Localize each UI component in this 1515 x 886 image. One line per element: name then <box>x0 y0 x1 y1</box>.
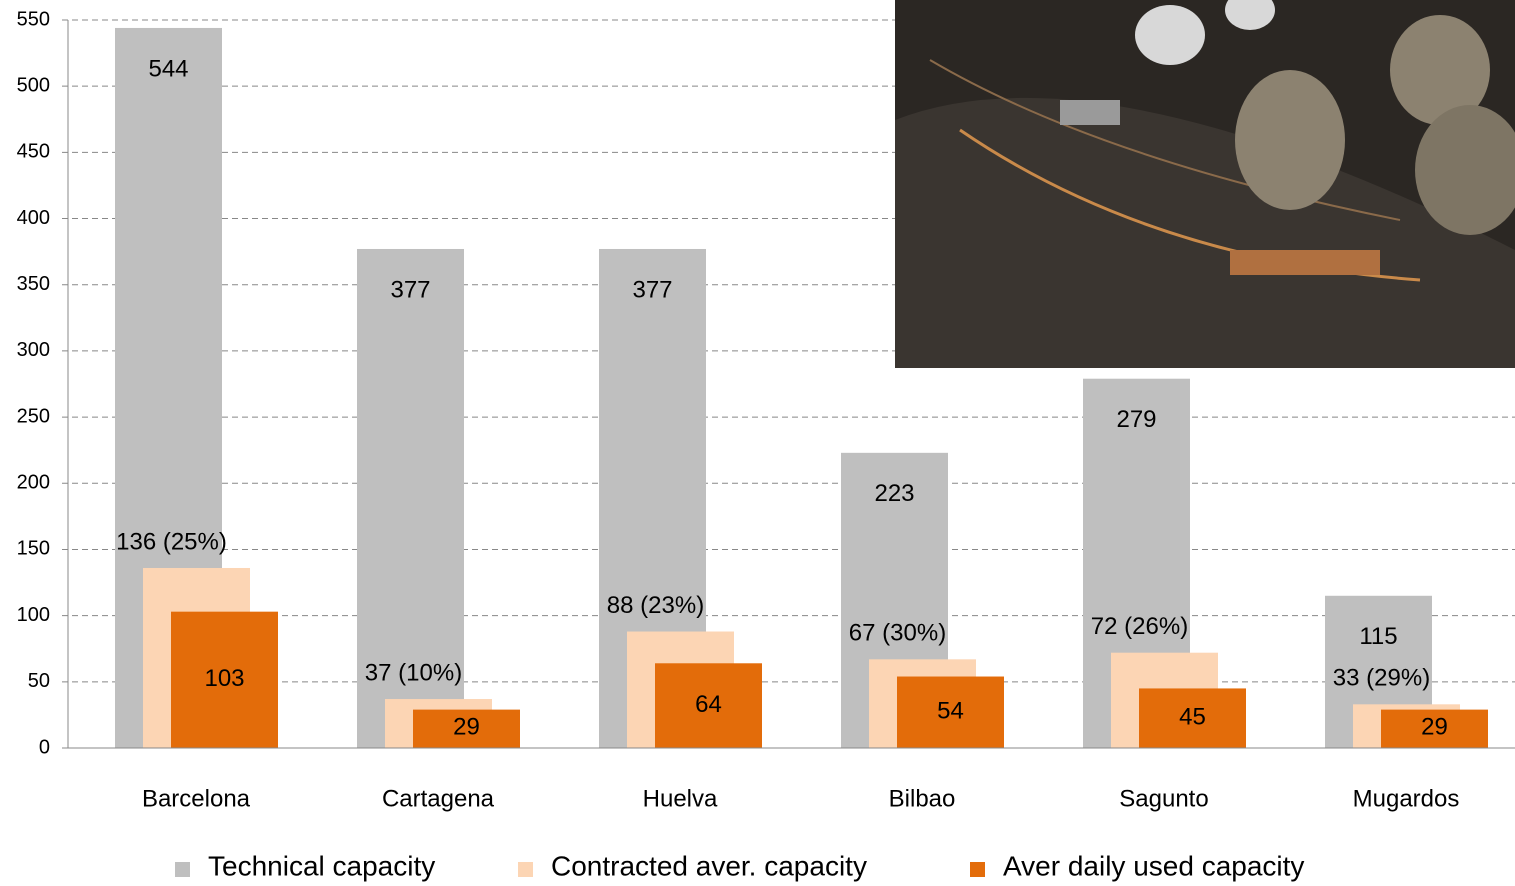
x-tick-label: Sagunto <box>1119 785 1208 812</box>
data-label: 103 <box>204 665 244 692</box>
x-tick-label: Huelva <box>643 785 718 812</box>
y-tick-label: 450 <box>17 141 50 163</box>
bar <box>171 611 278 748</box>
y-tick-label: 350 <box>17 273 50 295</box>
x-tick-label: Cartagena <box>382 785 495 812</box>
legend-label: Technical capacity <box>208 850 435 881</box>
y-tick-label: 50 <box>28 670 50 692</box>
y-tick-label: 500 <box>17 74 50 96</box>
y-tick-label: 300 <box>17 339 50 361</box>
bar <box>655 663 762 748</box>
legend-swatch <box>518 862 533 877</box>
data-label: 37 (10%) <box>365 659 462 686</box>
photo <box>895 0 1515 368</box>
y-tick-label: 150 <box>17 538 50 560</box>
data-label: 45 <box>1179 704 1206 731</box>
data-label: 64 <box>695 691 722 718</box>
data-label: 67 (30%) <box>849 620 946 647</box>
x-tick-label: Barcelona <box>142 785 251 812</box>
legend-swatch <box>175 862 190 877</box>
data-label: 223 <box>874 480 914 507</box>
x-tick-label: Mugardos <box>1353 785 1460 812</box>
data-label: 115 <box>1359 623 1397 650</box>
y-tick-label: 200 <box>17 472 50 494</box>
y-tick-label: 400 <box>17 207 50 229</box>
data-label: 54 <box>937 698 964 725</box>
y-tick-label: 0 <box>39 736 50 758</box>
data-label: 33 (29%) <box>1333 665 1430 692</box>
data-label: 544 <box>148 55 188 82</box>
x-tick-label: Bilbao <box>889 785 956 812</box>
data-label: 72 (26%) <box>1091 613 1188 640</box>
data-label: 88 (23%) <box>607 592 704 619</box>
y-tick-label: 250 <box>17 405 50 427</box>
bar <box>413 709 520 748</box>
legend-swatch <box>970 862 985 877</box>
bar <box>1381 709 1488 748</box>
y-tick-label: 550 <box>17 8 50 30</box>
data-label: 29 <box>453 713 480 740</box>
data-label: 377 <box>390 276 430 303</box>
data-label: 136 (25%) <box>116 528 227 555</box>
y-tick-label: 100 <box>17 604 50 626</box>
bar <box>357 248 464 749</box>
bar <box>1139 688 1246 748</box>
data-label: 377 <box>632 276 672 303</box>
legend-label: Contracted aver. capacity <box>551 850 867 881</box>
legend-label: Aver daily used capacity <box>1003 850 1304 881</box>
data-label: 29 <box>1421 713 1448 740</box>
bar <box>897 676 1004 748</box>
data-label: 279 <box>1116 406 1156 433</box>
